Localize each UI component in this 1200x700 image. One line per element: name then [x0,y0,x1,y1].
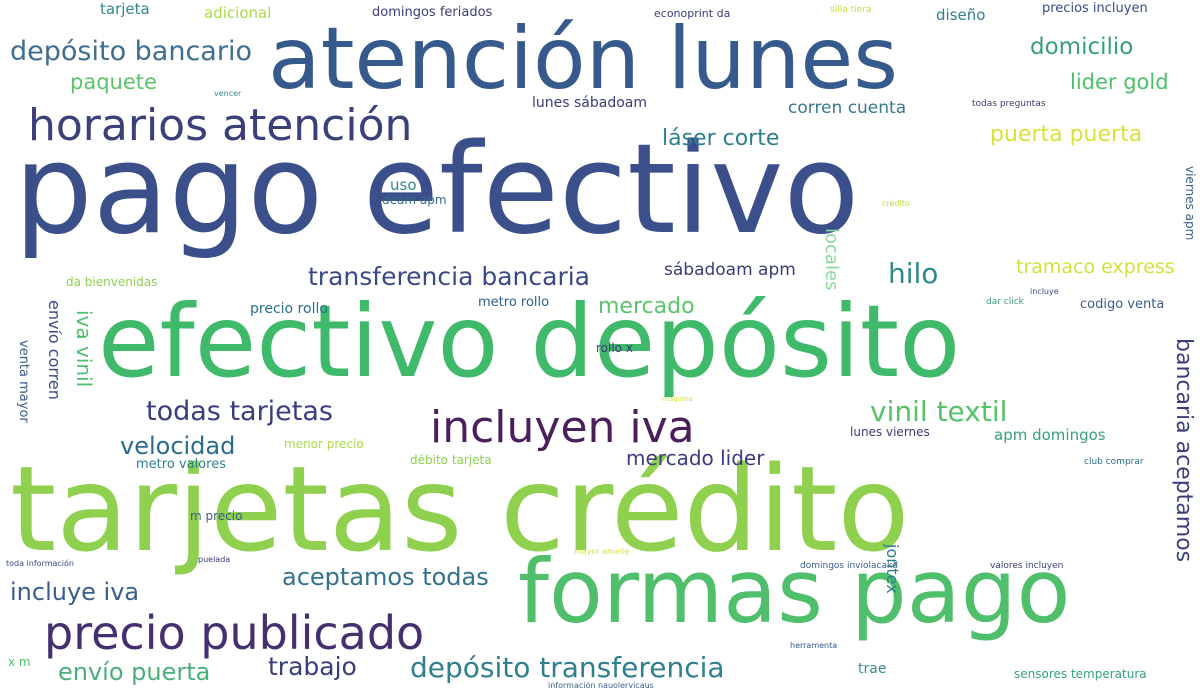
word-tarjetas-credito: tarjetas crédito [10,440,910,578]
word-trae: trae [858,661,887,677]
word-sabadoam-apm: sábadoam apm [664,260,796,280]
word-formas-pago: formas pago [518,540,1071,643]
word-diseno: diseño [936,6,986,24]
word-precio-rollo: precio rollo [250,301,328,317]
word-lunes-sabadoam: lunes sábadoam [532,95,648,111]
word-precios-incluyen: precios incluyen [1042,1,1148,16]
word-informacion-nauolervicaus: información nauolervicaus [548,681,654,690]
word-incluyen-iva: incluyen iva [430,402,695,453]
word-domicilio: domicilio [1030,34,1134,60]
word-deposito-bancario: depósito bancario [10,36,252,67]
word-domingos-feriados: domingos feriados [372,5,493,20]
word-vinil-textil: vinil textil [870,395,1008,428]
word-valores-incluyen: valores incluyen [990,561,1064,571]
word-econoprint-da: econoprint da [654,7,731,20]
word-uso: uso [390,176,417,194]
word-credito-small: crédito [882,199,910,208]
word-incluye: incluye [1030,287,1059,296]
word-pago-efectivo: pago efectivo [14,118,860,262]
word-club-comprar: club comprar [1084,457,1144,467]
word-toda-informacion: toda información [6,559,74,568]
word-horarios-atencion: horarios atención [28,100,413,151]
word-bancaria-aceptamos: bancaria aceptamos [1171,338,1196,563]
word-mercado-lider: mercado lider [626,446,765,470]
word-lider-gold: lider gold [1070,70,1169,94]
word-dar-click: dar click [986,297,1024,307]
word-adicional: adicional [204,4,272,22]
word-debito-tarjeta: débito tarjeta [410,453,492,467]
word-deam-apm: deam apm [382,193,447,207]
word-envio-corren: envío corren [45,300,64,400]
word-locales: locales [821,228,842,291]
word-domingos-inviolacakd: domingos inviolacakd [800,561,898,571]
word-hilo: hilo [888,257,939,290]
word-metro-rollo: metro rollo [478,295,550,310]
word-envio-puerta: envío puerta [58,658,211,686]
word-puelada: puelada [198,555,231,564]
word-transferencia-bancaria: transferencia bancaria [308,262,591,291]
word-metro-valores: metro valores [136,457,226,472]
word-herramenta: herramenta [790,641,838,650]
word-aceptamos-todas: aceptamos todas [282,563,489,591]
word-puerta-puerta: puerta puerta [990,122,1143,147]
word-todas-tarjetas: todas tarjetas [146,396,333,427]
word-velocidad: velocidad [120,432,236,460]
word-precio-publicado: precio publicado [44,606,425,660]
word-viernes-apm: viernes apm [1183,166,1197,241]
word-incluye-iva: incluye iva [10,578,140,606]
word-x-m: x m [8,655,31,669]
word-paquete: paquete [70,70,157,94]
word-maquina: maquina [662,395,693,403]
word-silla-tiera: silla tiera [830,5,872,15]
word-efectivo-deposito: efectivo depósito [98,283,961,400]
word-trabajo: trabajo [268,652,357,681]
word-sensores-temperatura: sensores temperatura [1014,667,1147,681]
word-jontex: jontex [883,544,902,594]
word-codigo-venta: codigo venta [1080,297,1165,312]
word-menor-precio: menor precio [284,437,364,451]
word-mercado: mercado [598,294,695,319]
word-corren-cuenta: corren cuenta [788,98,907,118]
word-tarjeta: tarjeta [100,0,150,18]
word-deposito-transferencia: depósito transferencia [410,651,725,684]
word-da-bienvenidas: da bienvenidas [66,275,158,289]
word-vencer: vencer [214,89,242,98]
word-m-precio: m precio [190,509,243,523]
word-lunes-viernes: lunes viernes [850,425,930,439]
word-mayor-amelle: mayor amelle [574,547,630,556]
word-laser-corte: láser corte [662,126,780,151]
word-atencion-lunes: atención lunes [268,9,899,109]
word-venta-mayor: venta mayor [16,340,31,423]
word-rollo-x: rollo x [596,341,633,355]
word-todas-preguntas: todas preguntas [972,99,1046,109]
word-tramaco-express: tramaco express [1016,256,1175,278]
word-apm-domingos: apm domingos [994,426,1106,444]
word-iva-vinil: iva vinil [72,310,96,388]
